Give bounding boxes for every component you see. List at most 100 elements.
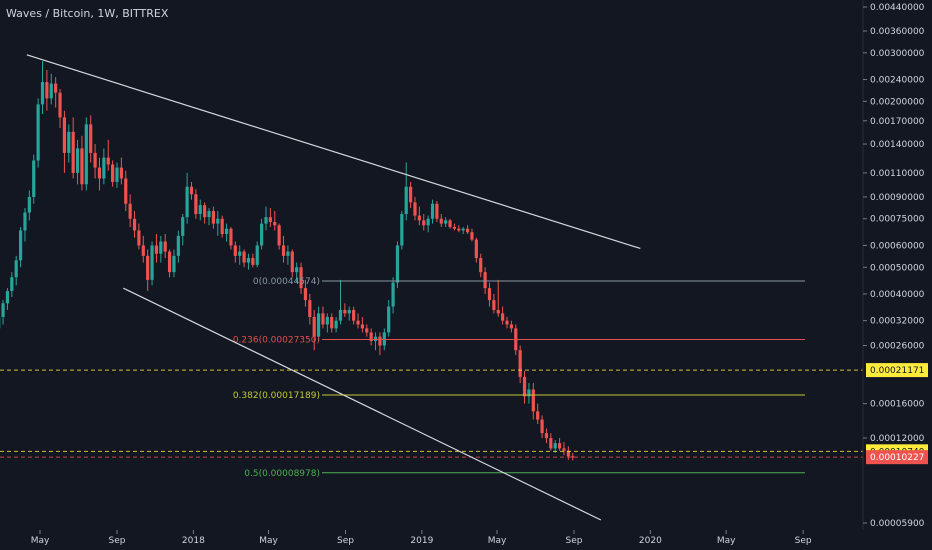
candle (36, 98, 40, 168)
candle (146, 249, 150, 292)
candle (203, 202, 207, 224)
price-badge-bg (866, 363, 928, 378)
y-tick-label: 0.00005900 (870, 519, 925, 529)
time-axis[interactable]: May Sep 2018 May Sep 2019 May Sep 2020 May Sep (31, 530, 812, 546)
candle-body (40, 82, 45, 105)
candle (45, 69, 49, 111)
candle (277, 223, 281, 250)
candle (404, 162, 408, 221)
candle (321, 306, 325, 329)
candle-body (97, 167, 102, 179)
candle (391, 277, 395, 314)
candle-body (286, 251, 290, 256)
candle (465, 225, 470, 235)
candle-body (211, 211, 216, 224)
candle (286, 245, 290, 265)
candle-body (71, 131, 75, 173)
candle-body (540, 419, 544, 434)
price-badge: 0.00021171 (866, 363, 928, 378)
candle (273, 211, 277, 231)
candle (106, 139, 110, 171)
candle-body (154, 245, 159, 254)
y-tick-label: 0.00050000 (870, 263, 925, 273)
candle-body (141, 245, 145, 256)
candle (544, 428, 549, 444)
candle-body (242, 251, 246, 263)
candle (312, 309, 316, 351)
candle-body (75, 148, 80, 173)
candle-body (369, 332, 373, 341)
candle-body (522, 376, 527, 397)
candle-body (128, 203, 132, 219)
fib-level-label: 0.382(0.00017189) (233, 391, 320, 401)
candle-body (102, 157, 106, 179)
x-tick-label: Sep (566, 536, 583, 546)
candle-body (159, 241, 163, 254)
candle (84, 117, 88, 191)
x-tick-label: May (717, 536, 736, 546)
candle-body (334, 320, 338, 329)
y-tick-label: 0.00040000 (870, 290, 925, 300)
y-tick-label: 0.00060000 (870, 241, 925, 251)
candle (251, 253, 255, 268)
candle-body (483, 272, 487, 289)
y-tick-label: 0.00240000 (870, 76, 925, 86)
price-axis[interactable]: 0.00440000 0.00360000 0.00300000 0.00240000… (863, 3, 925, 529)
candle (93, 144, 97, 179)
candle-body (233, 245, 237, 256)
candle-body (536, 411, 540, 420)
candle (32, 154, 36, 204)
candle-body (387, 306, 391, 333)
candles-layer (0, 61, 575, 461)
x-tick-label: Sep (337, 536, 354, 546)
candle (316, 306, 321, 341)
candle (338, 279, 343, 325)
candle-body (409, 186, 413, 203)
candle (163, 234, 167, 259)
candle (557, 438, 562, 451)
candle-body (18, 230, 23, 261)
candle (479, 253, 483, 278)
candle-body (391, 282, 395, 307)
candle (373, 332, 378, 351)
candle (501, 306, 505, 325)
candle (522, 371, 527, 404)
y-tick-label: 0.00012000 (870, 434, 925, 444)
candle (334, 316, 338, 333)
price-badge: 0.00010227 (866, 450, 928, 465)
candle (360, 316, 364, 333)
candle (422, 214, 426, 231)
candle-body (132, 218, 137, 231)
y-tick-label: 0.00032000 (870, 317, 925, 327)
candle (352, 306, 356, 325)
candle (128, 194, 132, 227)
candle-body (461, 228, 465, 231)
candle (71, 117, 75, 179)
candle-body (93, 152, 97, 168)
candle (194, 189, 198, 219)
candle-body (413, 202, 417, 216)
candle-body (115, 167, 119, 182)
candle-body (338, 309, 343, 321)
candle (49, 73, 53, 105)
candle (474, 237, 478, 263)
candle-body (167, 251, 172, 273)
candle-body (224, 228, 229, 235)
candle (102, 148, 106, 185)
candle (260, 218, 264, 250)
candle-body (505, 320, 509, 325)
candle-body (365, 328, 369, 333)
candle-body (444, 220, 448, 224)
trendline (122, 287, 602, 521)
candle-body (290, 251, 294, 273)
candle-body (137, 230, 141, 246)
candle-body (303, 288, 308, 301)
candle (80, 135, 84, 191)
candle (290, 249, 294, 278)
candle-body (246, 258, 251, 263)
candle (137, 223, 141, 250)
candle-body (36, 104, 40, 161)
